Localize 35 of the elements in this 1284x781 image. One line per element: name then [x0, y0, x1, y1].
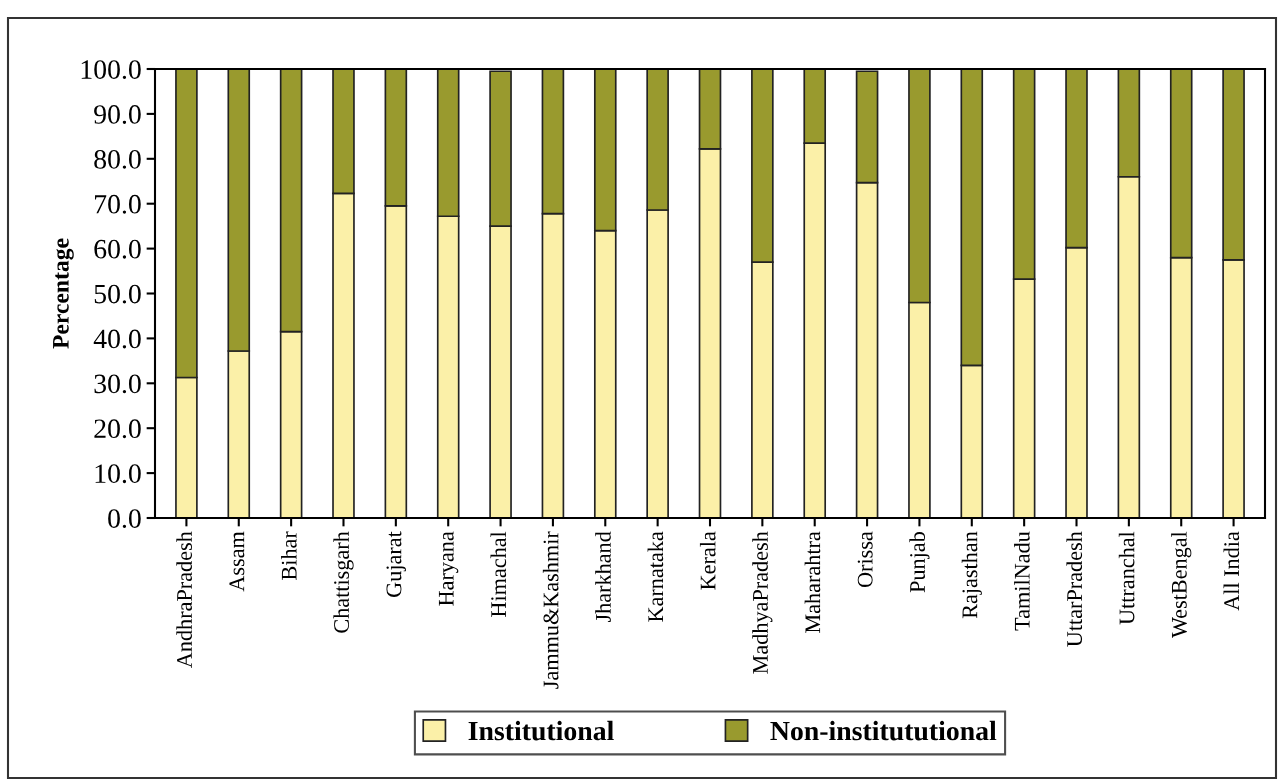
- y-tick-label: 40.0: [93, 329, 141, 349]
- y-tick-label: 60.0: [94, 239, 141, 259]
- y-tick-label: 20.0: [94, 419, 141, 439]
- x-tick-label: MadhyaPradesh: [752, 531, 773, 674]
- y-tick-label: 70.0: [95, 194, 141, 214]
- y-tick-label: 0.0: [108, 509, 141, 529]
- x-tick-label: Haryana: [438, 531, 459, 606]
- x-tick-label: Kerala: [699, 531, 716, 590]
- x-tick-label: Rajasthan: [961, 531, 982, 619]
- x-tick-label: TamilNadu: [1014, 531, 1030, 631]
- legend-label: Non-institututional: [770, 720, 997, 741]
- x-tick-label: Himachal: [490, 531, 507, 617]
- y-tick-label: 50.0: [94, 284, 141, 304]
- x-tick-label: AndhraPradesh: [176, 531, 192, 668]
- x-tick-label: WestBengal: [1171, 531, 1192, 639]
- x-tick-label: Punjab: [909, 532, 930, 593]
- x-tick-label: All India: [1223, 531, 1240, 611]
- y-tick-label: 80.0: [94, 149, 141, 169]
- x-tick-label: Chattisgarh: [333, 531, 354, 633]
- x-tick-label: Orissa: [857, 531, 873, 588]
- x-tick-label: UttarPradesh: [1066, 531, 1083, 647]
- legend-label: Institutional: [468, 720, 614, 741]
- x-tick-label: Gujarat: [386, 531, 406, 597]
- y-tick-label: 30.0: [94, 374, 141, 394]
- y-tick-label: 10.0: [95, 464, 141, 484]
- y-tick-label: 90.0: [94, 105, 141, 124]
- y-tick-label: 100.0: [81, 60, 141, 80]
- x-tick-label: Karnataka: [647, 531, 664, 622]
- x-tick-label: Maharahtra: [804, 531, 821, 633]
- y-axis-title: Percentage: [53, 238, 74, 349]
- x-tick-label: Assam: [229, 531, 245, 592]
- x-tick-label: Uttranchal: [1118, 531, 1135, 625]
- x-tick-label: Jharkhand: [595, 531, 611, 623]
- x-tick-label: Bihar: [281, 531, 297, 580]
- x-tick-label: Jammu&Kashmir: [542, 531, 559, 689]
